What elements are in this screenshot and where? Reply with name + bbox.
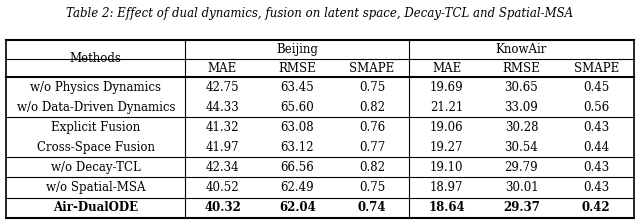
Text: 65.60: 65.60 — [280, 101, 314, 114]
Text: 0.42: 0.42 — [582, 201, 611, 214]
Text: 0.45: 0.45 — [583, 81, 609, 94]
Text: 40.32: 40.32 — [204, 201, 241, 214]
Text: 63.08: 63.08 — [280, 121, 314, 134]
Text: 0.75: 0.75 — [359, 81, 385, 94]
Text: 66.56: 66.56 — [280, 161, 314, 174]
Text: 0.75: 0.75 — [359, 181, 385, 194]
Text: 62.49: 62.49 — [280, 181, 314, 194]
Text: 41.97: 41.97 — [205, 141, 239, 154]
Text: 44.33: 44.33 — [205, 101, 239, 114]
Text: w/o Spatial-MSA: w/o Spatial-MSA — [46, 181, 145, 194]
Text: 42.75: 42.75 — [205, 81, 239, 94]
Text: 0.44: 0.44 — [583, 141, 609, 154]
Text: SMAPE: SMAPE — [573, 61, 619, 75]
Text: Explicit Fusion: Explicit Fusion — [51, 121, 140, 134]
Text: 29.79: 29.79 — [505, 161, 538, 174]
Text: 18.97: 18.97 — [430, 181, 463, 194]
Text: 19.06: 19.06 — [430, 121, 463, 134]
Text: Cross-Space Fusion: Cross-Space Fusion — [36, 141, 155, 154]
Text: Beijing: Beijing — [276, 43, 318, 56]
Text: Air-DualODE: Air-DualODE — [53, 201, 138, 214]
Text: 21.21: 21.21 — [430, 101, 463, 114]
Text: 0.43: 0.43 — [583, 181, 609, 194]
Text: Table 2: Effect of dual dynamics, fusion on latent space, Decay-TCL and Spatial-: Table 2: Effect of dual dynamics, fusion… — [67, 7, 573, 20]
Text: KnowAir: KnowAir — [496, 43, 547, 56]
Text: w/o Decay-TCL: w/o Decay-TCL — [51, 161, 141, 174]
Text: 0.74: 0.74 — [358, 201, 387, 214]
Text: w/o Physics Dynamics: w/o Physics Dynamics — [30, 81, 161, 94]
Text: 0.43: 0.43 — [583, 121, 609, 134]
Text: 18.64: 18.64 — [428, 201, 465, 214]
Text: 30.28: 30.28 — [505, 121, 538, 134]
Text: SMAPE: SMAPE — [349, 61, 395, 75]
Text: 19.10: 19.10 — [430, 161, 463, 174]
Text: 19.69: 19.69 — [430, 81, 463, 94]
Text: 30.54: 30.54 — [504, 141, 538, 154]
Text: 40.52: 40.52 — [205, 181, 239, 194]
Text: MAE: MAE — [208, 61, 237, 75]
Text: RMSE: RMSE — [278, 61, 316, 75]
Text: 19.27: 19.27 — [430, 141, 463, 154]
Text: 0.82: 0.82 — [359, 101, 385, 114]
Text: 30.65: 30.65 — [504, 81, 538, 94]
Text: 0.43: 0.43 — [583, 161, 609, 174]
Text: 42.34: 42.34 — [205, 161, 239, 174]
Text: 63.45: 63.45 — [280, 81, 314, 94]
Text: Methods: Methods — [70, 52, 122, 65]
Text: 0.76: 0.76 — [359, 121, 385, 134]
Text: 30.01: 30.01 — [505, 181, 538, 194]
Text: 0.82: 0.82 — [359, 161, 385, 174]
Text: 41.32: 41.32 — [206, 121, 239, 134]
Text: 0.56: 0.56 — [583, 101, 609, 114]
Text: 0.77: 0.77 — [359, 141, 385, 154]
Text: 62.04: 62.04 — [279, 201, 316, 214]
Text: MAE: MAE — [432, 61, 461, 75]
Text: 29.37: 29.37 — [503, 201, 540, 214]
Text: RMSE: RMSE — [502, 61, 540, 75]
Text: 63.12: 63.12 — [280, 141, 314, 154]
Text: w/o Data-Driven Dynamics: w/o Data-Driven Dynamics — [17, 101, 175, 114]
Text: 33.09: 33.09 — [504, 101, 538, 114]
